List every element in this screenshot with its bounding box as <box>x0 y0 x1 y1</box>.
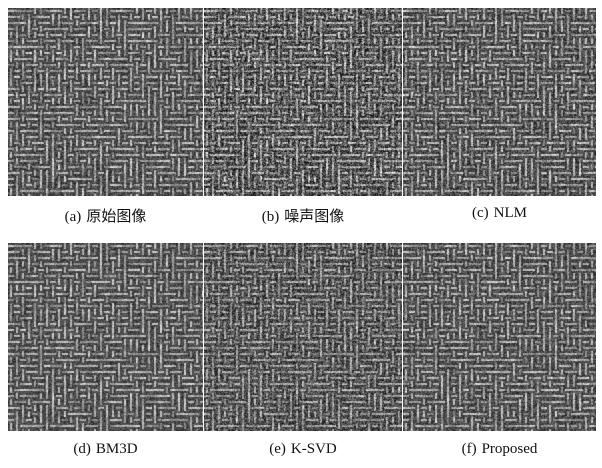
texture-canvas <box>403 8 596 196</box>
texture-canvas <box>8 243 203 431</box>
caption-label: NLM <box>493 205 527 221</box>
caption-noisy: (b) 噪声图像 <box>204 205 402 226</box>
caption-nlm: (c) NLM <box>403 205 596 222</box>
image-ksvd <box>204 243 402 431</box>
caption-tag: (c) <box>472 205 489 221</box>
texture-canvas <box>204 243 402 431</box>
caption-original: (a) 原始图像 <box>8 205 203 226</box>
image-original <box>8 8 203 196</box>
image-bm3d <box>8 243 203 431</box>
image-proposed <box>403 243 596 431</box>
caption-tag: (f) <box>461 441 477 457</box>
caption-label: BM3D <box>95 441 138 457</box>
texture-canvas <box>8 8 203 196</box>
caption-bm3d: (d) BM3D <box>8 441 203 458</box>
caption-label: 原始图像 <box>86 209 147 225</box>
caption-tag: (b) <box>261 209 280 225</box>
caption-label: 噪声图像 <box>284 209 345 225</box>
image-nlm <box>403 8 596 196</box>
caption-tag: (a) <box>64 209 82 225</box>
caption-tag: (d) <box>73 441 91 457</box>
caption-label: Proposed <box>481 441 538 457</box>
caption-tag: (e) <box>269 441 286 457</box>
texture-canvas <box>204 8 402 196</box>
image-noisy <box>204 8 402 196</box>
caption-label: K-SVD <box>290 441 337 457</box>
caption-proposed: (f) Proposed <box>403 441 596 458</box>
caption-ksvd: (e) K-SVD <box>204 441 402 458</box>
texture-canvas <box>403 243 596 431</box>
